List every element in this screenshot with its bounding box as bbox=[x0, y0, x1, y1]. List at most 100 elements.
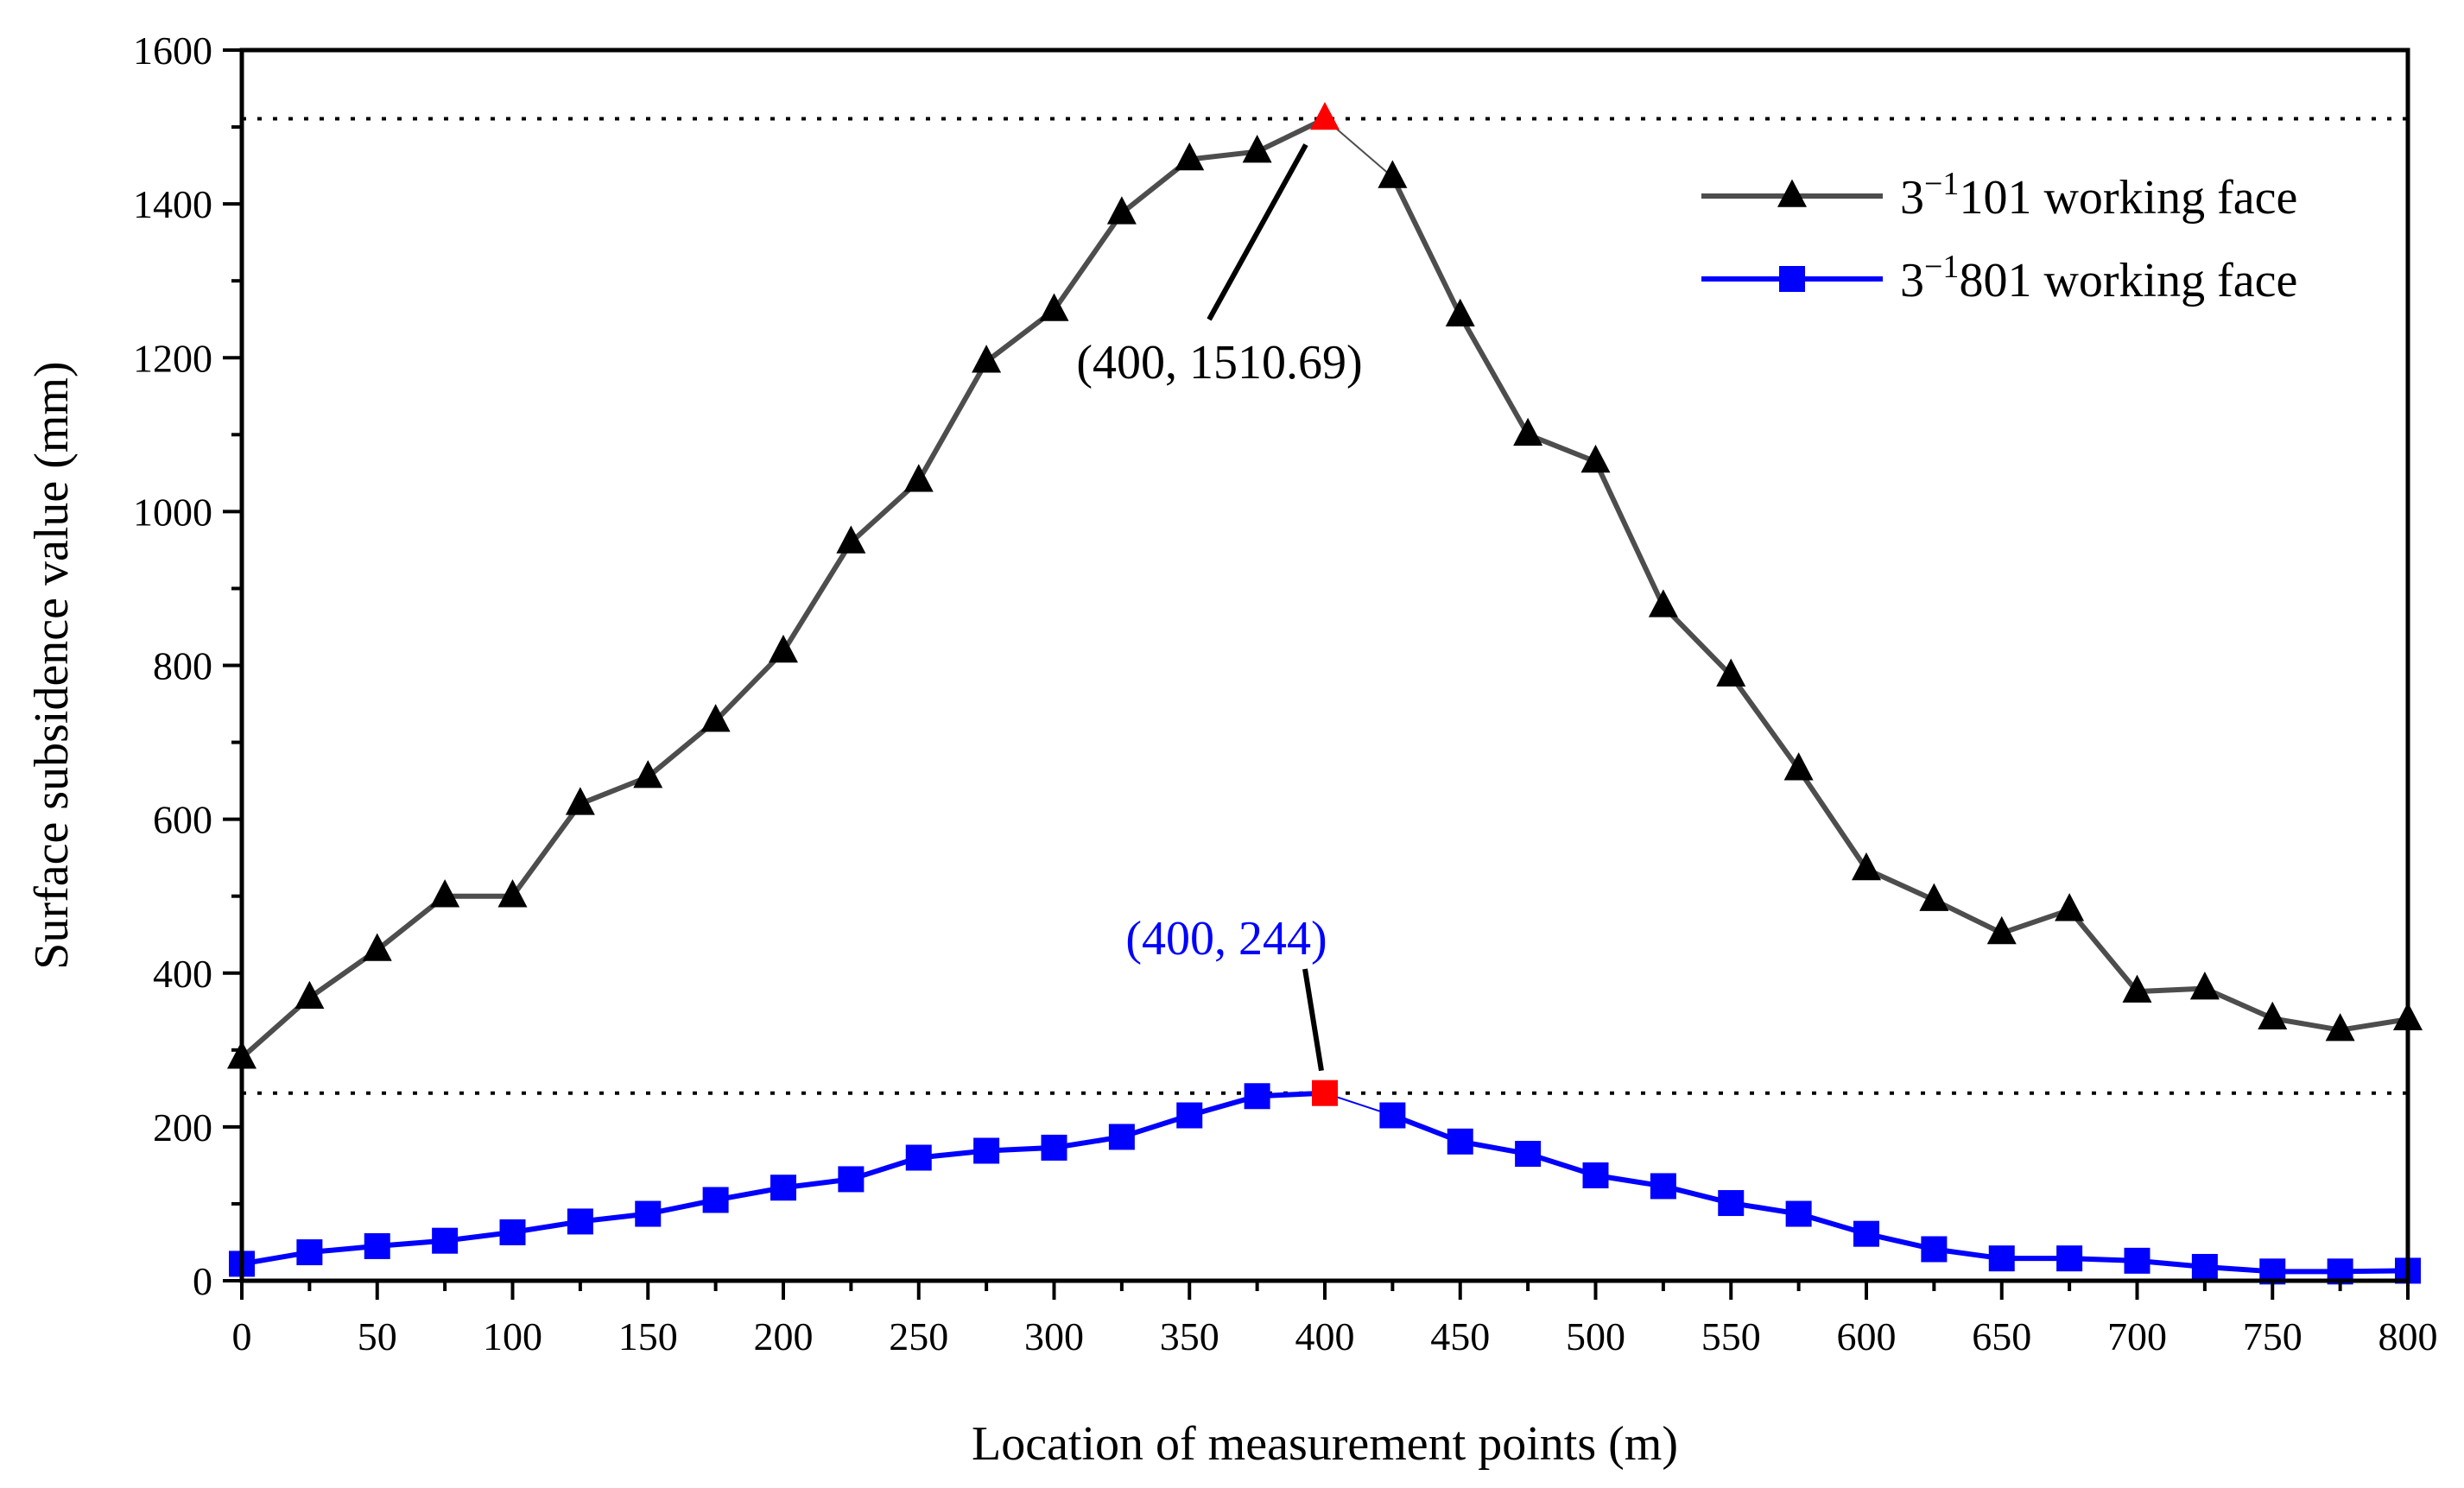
annotation-label-1: (400, 1510.69) bbox=[1076, 336, 1362, 389]
series-1-segment bbox=[781, 540, 854, 655]
series-1-segment bbox=[1051, 210, 1124, 313]
y-axis-title: Surface subsidence value (mm) bbox=[25, 361, 79, 969]
series-2-point bbox=[1379, 1102, 1406, 1129]
series-2-point bbox=[905, 1144, 932, 1171]
series-2-point bbox=[1853, 1220, 1879, 1247]
series-1-point bbox=[769, 634, 798, 663]
series-1-point bbox=[700, 704, 731, 732]
y-tick-label: 0 bbox=[193, 1259, 212, 1303]
series-1-point bbox=[2055, 893, 2085, 921]
series-2-point bbox=[2056, 1245, 2083, 1272]
x-tick-label: 750 bbox=[2243, 1314, 2302, 1358]
x-tick-label: 250 bbox=[889, 1314, 948, 1358]
series-1-point bbox=[1580, 444, 1611, 473]
series-1-point bbox=[972, 345, 1002, 373]
series-2-point bbox=[702, 1187, 729, 1213]
series-1-segment bbox=[1998, 907, 2073, 936]
series-1-segment bbox=[1796, 766, 1869, 872]
series-1-point bbox=[1039, 293, 1069, 321]
series-markers bbox=[227, 101, 2423, 1285]
series-1-segment bbox=[577, 774, 651, 807]
series-1-point bbox=[362, 933, 392, 961]
series-2-point bbox=[364, 1232, 390, 1259]
series-2-point bbox=[973, 1137, 1000, 1164]
x-tick-label: 50 bbox=[358, 1314, 397, 1358]
legend-marker-2 bbox=[1779, 266, 1805, 292]
annotations: (400, 1510.69) (400, 244) bbox=[1076, 143, 1363, 1072]
series-2-point bbox=[1582, 1162, 1609, 1188]
series-1-point bbox=[430, 879, 460, 908]
series-1-point bbox=[836, 525, 866, 554]
annotation-leader-2 bbox=[1302, 968, 1324, 1072]
series-1-point bbox=[1310, 101, 1340, 130]
series-1-point bbox=[1242, 135, 1272, 163]
series-1-point bbox=[2122, 974, 2152, 1003]
series-1-point bbox=[633, 760, 663, 788]
series-2-point bbox=[1718, 1190, 1745, 1217]
x-tick-label: 450 bbox=[1430, 1314, 1490, 1358]
series-2-point bbox=[1515, 1141, 1542, 1168]
series-1-point bbox=[1852, 852, 1881, 881]
series-1-segment bbox=[510, 801, 583, 899]
x-tick-label: 200 bbox=[754, 1314, 814, 1358]
x-tick-label: 800 bbox=[2378, 1314, 2438, 1358]
x-tick-label: 0 bbox=[232, 1314, 252, 1358]
series-2-point bbox=[1447, 1128, 1473, 1155]
legend-marker-1 bbox=[1777, 179, 1807, 207]
x-tick-label: 300 bbox=[1024, 1314, 1084, 1358]
series-1-segment bbox=[2134, 985, 2207, 995]
series-1-point bbox=[1106, 196, 1137, 225]
series-1-point bbox=[1986, 915, 2017, 945]
ticks: 0 50 100 150 200 250 300 350 400 450 500 550 600 650 7… bbox=[133, 28, 2438, 1358]
series-1-point bbox=[1445, 298, 1475, 327]
series-2-point bbox=[2191, 1253, 2218, 1280]
series-2-point bbox=[1176, 1102, 1203, 1129]
series-1-point bbox=[497, 879, 528, 908]
series-2-point bbox=[1041, 1134, 1067, 1161]
series-2-point bbox=[1785, 1200, 1812, 1227]
series-1-point bbox=[1175, 142, 1205, 171]
x-tick-label: 100 bbox=[483, 1314, 542, 1358]
series-1-segment bbox=[1660, 603, 1734, 679]
y-tick-label: 200 bbox=[153, 1105, 212, 1149]
series-1-point bbox=[2258, 1001, 2288, 1030]
series-2-point bbox=[1108, 1124, 1135, 1150]
series-1-segment bbox=[1390, 174, 1463, 319]
y-tick-label: 1600 bbox=[133, 28, 212, 73]
series-1-segment bbox=[1728, 673, 1802, 772]
series-1-point bbox=[1919, 883, 1949, 911]
series-1-point bbox=[295, 980, 325, 1009]
x-tick-label: 650 bbox=[1972, 1314, 2031, 1358]
series-1-point bbox=[565, 787, 595, 815]
series-1-segment bbox=[915, 358, 990, 484]
x-tick-label: 600 bbox=[1837, 1314, 1897, 1358]
x-tick-label: 350 bbox=[1160, 1314, 1219, 1358]
series-1-point bbox=[2325, 1013, 2355, 1042]
series-2-point bbox=[2124, 1247, 2150, 1274]
series-2-point bbox=[770, 1175, 796, 1201]
series-1-point bbox=[1513, 417, 1543, 446]
y-tick-label: 1400 bbox=[133, 182, 212, 226]
y-tick-label: 1000 bbox=[133, 490, 212, 534]
series-2-point bbox=[567, 1208, 593, 1235]
x-tick-label: 700 bbox=[2107, 1314, 2167, 1358]
y-tick-label: 800 bbox=[153, 644, 212, 688]
series-1-point bbox=[1716, 658, 1746, 687]
legend-label-1: 3−1101 working face bbox=[1900, 166, 2297, 225]
series-1-segment bbox=[2067, 907, 2140, 995]
legend: 3−1101 working face 3−1801 working face bbox=[1701, 166, 2297, 307]
y-tick-label: 1200 bbox=[133, 336, 212, 380]
x-tick-label: 550 bbox=[1701, 1314, 1761, 1358]
series-2-point bbox=[1921, 1236, 1948, 1263]
series-2-point bbox=[635, 1200, 662, 1227]
series-1-segment bbox=[1187, 149, 1260, 162]
series-1-segment bbox=[2337, 1016, 2410, 1033]
y-tick-label: 400 bbox=[153, 952, 212, 996]
series-1-segment bbox=[2270, 1016, 2343, 1033]
legend-label-2: 3−1801 working face bbox=[1900, 249, 2297, 307]
series-1-segment bbox=[1457, 313, 1531, 438]
series-1-point bbox=[2189, 972, 2220, 1000]
annotation-leader-1 bbox=[1207, 143, 1308, 321]
